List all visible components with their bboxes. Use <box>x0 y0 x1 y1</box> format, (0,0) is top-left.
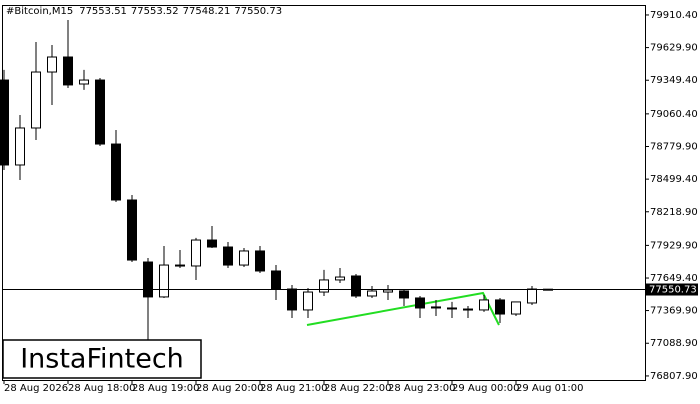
candle-body <box>223 246 233 266</box>
candle-body <box>15 127 25 166</box>
candle-body <box>143 261 153 298</box>
candle-body <box>351 275 361 297</box>
x-tick-label: 29 Aug 01:00 <box>516 383 583 394</box>
candle-body <box>383 289 393 293</box>
x-tick-label: 28 Aug 21:00 <box>260 383 327 394</box>
header-high: 77553.52 <box>131 6 179 17</box>
y-tick-label: 78499.40 <box>650 174 698 185</box>
y-tick-label: 77929.90 <box>650 240 698 251</box>
candle-body <box>31 71 41 129</box>
y-tick-label: 78779.90 <box>650 141 698 152</box>
y-tick-label: 76807.90 <box>650 371 698 382</box>
candle-body <box>319 279 329 293</box>
candle-body <box>399 290 409 299</box>
candle-body <box>255 250 265 272</box>
chart-header: #Bitcoin,M15 77553.51 77553.52 77548.21 7755… <box>6 6 282 17</box>
candle-body <box>367 290 377 297</box>
candle-body <box>191 239 201 267</box>
watermark: InstaFintech <box>20 344 184 375</box>
candle-body <box>479 299 489 311</box>
x-tick-label: 28 Aug 2026 <box>4 383 68 394</box>
candle-body <box>287 288 297 311</box>
candle-body <box>239 250 249 266</box>
candle-body <box>415 297 425 309</box>
y-tick-label: 79629.90 <box>650 43 698 54</box>
candle-body <box>79 79 89 85</box>
y-tick-label: 79910.40 <box>650 10 698 21</box>
x-tick-label: 28 Aug 20:00 <box>196 383 263 394</box>
x-tick-label: 28 Aug 19:00 <box>132 383 199 394</box>
y-tick-label: 79060.40 <box>650 109 698 120</box>
y-tick-label: 78218.90 <box>650 207 698 218</box>
candle-body <box>527 288 537 304</box>
candle-body <box>463 308 473 311</box>
x-tick-label: 28 Aug 23:00 <box>388 383 455 394</box>
candle-body <box>495 299 505 315</box>
price-label: 77550.73 <box>649 285 697 296</box>
candle-body <box>175 264 185 267</box>
x-tick-label: 28 Aug 18:00 <box>68 383 135 394</box>
candle-body <box>111 143 121 201</box>
candle-body <box>63 56 73 86</box>
candle-body <box>335 276 345 281</box>
watermark-box <box>2 339 202 379</box>
candle-body <box>431 306 441 309</box>
symbol: #Bitcoin,M15 <box>6 6 73 17</box>
candle-body <box>159 264 169 298</box>
candle-body <box>511 301 521 315</box>
x-tick-label: 29 Aug 00:00 <box>452 383 519 394</box>
candle-body <box>47 56 57 73</box>
x-tick-label: 28 Aug 22:00 <box>324 383 391 394</box>
y-tick-label: 77649.40 <box>650 273 698 284</box>
candle-body <box>95 79 105 145</box>
header-low: 77548.21 <box>183 6 231 17</box>
y-tick-label: 79349.40 <box>650 75 698 86</box>
candle-body <box>207 239 217 248</box>
candle-body <box>0 79 9 166</box>
candle-body <box>271 270 281 290</box>
y-tick-label: 77369.90 <box>650 306 698 317</box>
candle-body <box>127 199 137 261</box>
candle-body <box>303 291 313 311</box>
pattern-line <box>306 291 500 326</box>
header-open: 77553.51 <box>79 6 127 17</box>
y-tick-label: 77088.90 <box>650 338 698 349</box>
candle-body <box>447 307 457 310</box>
price-label-box <box>646 283 698 296</box>
header-close: 77550.73 <box>234 6 282 17</box>
